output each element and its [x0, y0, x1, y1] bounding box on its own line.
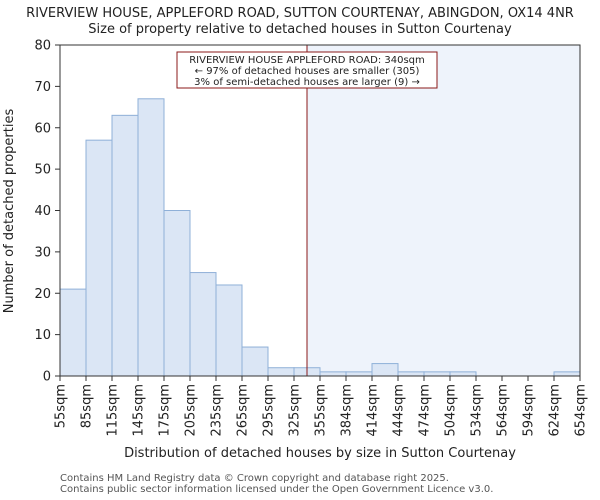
annotation-line-3: 3% of semi-detached houses are larger (9… — [194, 77, 420, 88]
bar-145sqm — [137, 98, 165, 377]
bar-444sqm — [397, 371, 425, 377]
x-tick-label-474sqm: 474sqm — [418, 384, 433, 437]
annotation-line-1: RIVERVIEW HOUSE APPLEFORD ROAD: 340sqm — [189, 55, 425, 66]
y-tick-label-60: 60 — [34, 121, 51, 136]
x-tick-label-205sqm: 205sqm — [184, 384, 199, 437]
x-axis-label: Distribution of detached houses by size … — [124, 446, 516, 461]
x-tick-label-235sqm: 235sqm — [210, 384, 225, 437]
y-tick-label-40: 40 — [34, 204, 51, 219]
bar-205sqm — [189, 272, 217, 377]
y-axis-label: Number of detached properties — [2, 109, 17, 314]
y-tick-label-30: 30 — [34, 245, 51, 260]
x-tick-label-414sqm: 414sqm — [366, 384, 381, 437]
x-tick-label-624sqm: 624sqm — [548, 384, 563, 437]
bar-235sqm — [215, 284, 243, 377]
y-tick-label-10: 10 — [34, 328, 51, 343]
x-tick-label-384sqm: 384sqm — [340, 384, 355, 437]
bar-175sqm — [163, 210, 191, 377]
x-tick-label-594sqm: 594sqm — [522, 384, 537, 437]
x-tick-label-355sqm: 355sqm — [314, 384, 329, 437]
bar-85sqm — [85, 139, 113, 377]
x-tick-label-175sqm: 175sqm — [158, 384, 173, 437]
highlight-region — [307, 45, 580, 376]
bar-295sqm — [267, 367, 295, 377]
chart-title: RIVERVIEW HOUSE, APPLEFORD ROAD, SUTTON … — [26, 6, 574, 21]
footer-attribution-1: Contains HM Land Registry data © Crown c… — [60, 473, 449, 484]
y-tick-label-20: 20 — [34, 287, 51, 302]
y-tick-label-0: 0 — [43, 370, 51, 385]
y-tick-label-80: 80 — [34, 39, 51, 54]
x-tick-label-115sqm: 115sqm — [106, 384, 121, 437]
bar-115sqm — [111, 114, 139, 377]
annotation-line-2: ← 97% of detached houses are smaller (30… — [195, 66, 420, 77]
x-tick-label-444sqm: 444sqm — [392, 384, 407, 437]
x-tick-label-654sqm: 654sqm — [574, 384, 589, 437]
x-tick-label-504sqm: 504sqm — [444, 384, 459, 437]
chart-subtitle: Size of property relative to detached ho… — [88, 22, 512, 37]
y-tick-label-50: 50 — [34, 163, 51, 178]
x-tick-label-265sqm: 265sqm — [236, 384, 251, 437]
x-tick-label-534sqm: 534sqm — [470, 384, 485, 437]
x-tick-label-85sqm: 85sqm — [80, 384, 95, 428]
bar-55sqm — [59, 288, 87, 377]
x-tick-label-564sqm: 564sqm — [496, 384, 511, 437]
bar-624sqm — [553, 371, 581, 377]
bar-265sqm — [241, 346, 269, 377]
y-axis: 0 10 20 30 40 50 60 70 80 — [34, 39, 60, 385]
bar-474sqm — [423, 371, 451, 377]
x-axis: 55sqm 85sqm 115sqm 145sqm 175sqm 205sqm 235sqm… — [54, 376, 589, 437]
x-tick-label-145sqm: 145sqm — [132, 384, 147, 437]
annotation-box: RIVERVIEW HOUSE APPLEFORD ROAD: 340sqm ←… — [176, 51, 438, 89]
y-tick-label-70: 70 — [34, 80, 51, 95]
bar-355sqm — [319, 371, 347, 377]
x-tick-label-295sqm: 295sqm — [262, 384, 277, 437]
bar-384sqm — [345, 371, 373, 377]
bar-504sqm — [449, 371, 477, 377]
x-tick-label-325sqm: 325sqm — [288, 384, 303, 437]
footer-attribution-2: Contains public sector information licen… — [60, 484, 494, 495]
annotation-border — [176, 51, 438, 89]
bar-414sqm — [371, 363, 399, 377]
bars-group — [59, 98, 581, 377]
x-tick-label-55sqm: 55sqm — [54, 384, 69, 428]
